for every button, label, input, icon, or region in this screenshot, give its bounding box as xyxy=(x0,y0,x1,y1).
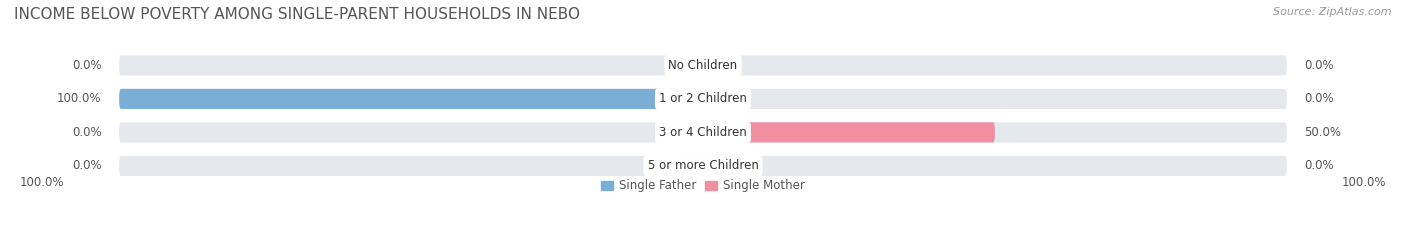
FancyBboxPatch shape xyxy=(120,156,1286,176)
Text: 0.0%: 0.0% xyxy=(72,159,101,172)
Text: 3 or 4 Children: 3 or 4 Children xyxy=(659,126,747,139)
FancyBboxPatch shape xyxy=(679,122,703,142)
FancyBboxPatch shape xyxy=(679,55,703,75)
FancyBboxPatch shape xyxy=(679,156,703,176)
Text: 100.0%: 100.0% xyxy=(58,93,101,105)
FancyBboxPatch shape xyxy=(703,89,727,109)
FancyBboxPatch shape xyxy=(703,55,727,75)
Legend: Single Father, Single Mother: Single Father, Single Mother xyxy=(596,175,810,197)
Text: 5 or more Children: 5 or more Children xyxy=(648,159,758,172)
FancyBboxPatch shape xyxy=(703,156,727,176)
FancyBboxPatch shape xyxy=(120,55,1286,75)
Text: Source: ZipAtlas.com: Source: ZipAtlas.com xyxy=(1274,7,1392,17)
Text: 1 or 2 Children: 1 or 2 Children xyxy=(659,93,747,105)
Text: 0.0%: 0.0% xyxy=(72,59,101,72)
Text: 50.0%: 50.0% xyxy=(1305,126,1341,139)
Text: 0.0%: 0.0% xyxy=(72,126,101,139)
FancyBboxPatch shape xyxy=(703,122,995,142)
Text: 0.0%: 0.0% xyxy=(1305,159,1334,172)
Text: No Children: No Children xyxy=(668,59,738,72)
Text: 100.0%: 100.0% xyxy=(20,176,65,189)
Text: 0.0%: 0.0% xyxy=(1305,59,1334,72)
Text: 100.0%: 100.0% xyxy=(1341,176,1386,189)
FancyBboxPatch shape xyxy=(120,89,703,109)
Text: INCOME BELOW POVERTY AMONG SINGLE-PARENT HOUSEHOLDS IN NEBO: INCOME BELOW POVERTY AMONG SINGLE-PARENT… xyxy=(14,7,581,22)
Text: 0.0%: 0.0% xyxy=(1305,93,1334,105)
FancyBboxPatch shape xyxy=(120,89,1286,109)
FancyBboxPatch shape xyxy=(120,122,1286,142)
